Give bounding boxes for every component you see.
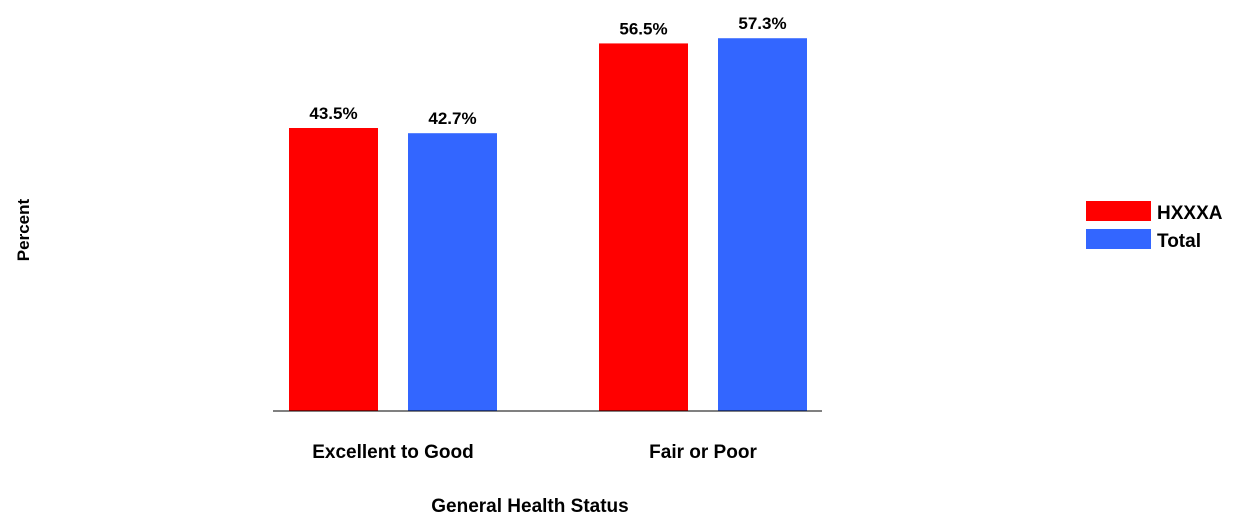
legend: HXXXA Total bbox=[1086, 201, 1223, 252]
data-label: 57.3% bbox=[738, 14, 786, 33]
bar-total-2 bbox=[718, 38, 807, 411]
y-axis-title: Percent bbox=[14, 198, 33, 261]
legend-swatch-total bbox=[1086, 229, 1151, 249]
data-label: 42.7% bbox=[428, 109, 476, 128]
x-axis-title: General Health Status bbox=[431, 496, 628, 517]
bars-group bbox=[289, 38, 807, 412]
category-labels-group: Excellent to Good Fair or Poor bbox=[312, 442, 757, 463]
bar-hxxxa-2 bbox=[599, 43, 688, 411]
legend-swatch-hxxxa bbox=[1086, 201, 1151, 221]
category-label: Excellent to Good bbox=[312, 442, 474, 463]
data-label: 56.5% bbox=[619, 19, 667, 38]
value-labels-group: 43.5% 42.7% 56.5% 57.3% bbox=[309, 14, 786, 128]
legend-label-total: Total bbox=[1157, 231, 1201, 252]
bar-hxxxa-1 bbox=[289, 128, 378, 411]
bar-total-1 bbox=[408, 133, 497, 412]
category-label: Fair or Poor bbox=[649, 442, 757, 463]
legend-label-hxxxa: HXXXA bbox=[1157, 203, 1223, 224]
data-label: 43.5% bbox=[309, 104, 357, 123]
